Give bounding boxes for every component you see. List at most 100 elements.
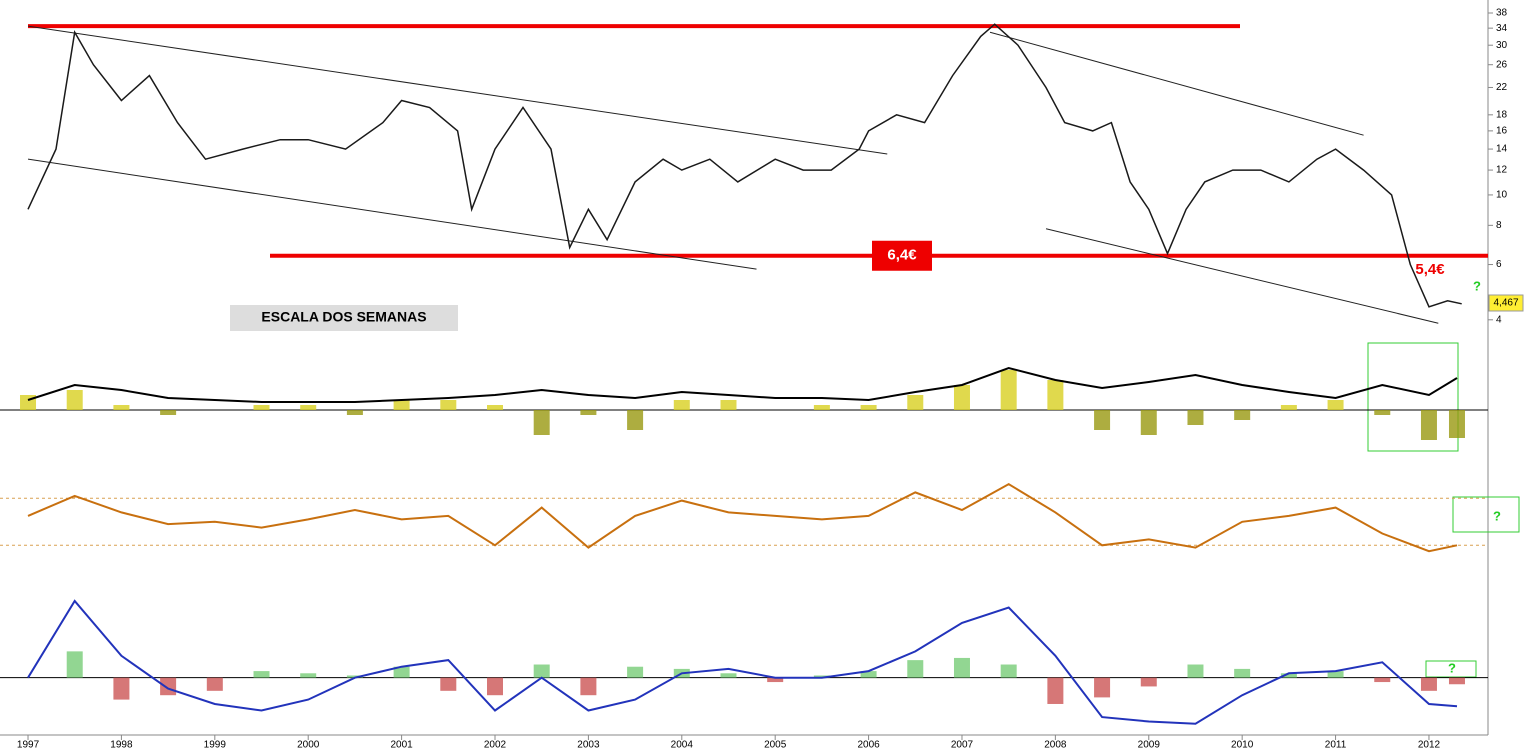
x-tick-label: 2001 (390, 740, 413, 751)
question: ? (1493, 508, 1501, 523)
level-label-box (872, 240, 932, 271)
histogram-bar (1420, 677, 1437, 691)
histogram-bar (907, 660, 924, 678)
x-tick-label: 2008 (1044, 740, 1067, 751)
histogram-bar (1047, 380, 1064, 410)
histogram-bar (206, 677, 223, 691)
histogram-bar (1374, 410, 1391, 415)
trend-line (27, 25, 888, 155)
histogram-bar (813, 675, 830, 678)
histogram-bar (580, 677, 597, 696)
histogram-bar (1187, 664, 1204, 678)
y-tick-label: 34 (1496, 23, 1508, 34)
histogram-bar (113, 405, 130, 410)
last-price-box (1488, 294, 1524, 312)
histogram-bar (300, 405, 317, 410)
y-tick-label: 38 (1496, 8, 1508, 19)
histogram-bar (673, 400, 690, 410)
histogram-bar (160, 677, 177, 696)
trend-line (989, 31, 1364, 136)
histogram-bar (907, 395, 924, 410)
level-label: 6,4€ (887, 247, 917, 264)
highlight-box (1452, 496, 1520, 533)
histogram-bar (1094, 410, 1111, 430)
histogram-bar (253, 671, 270, 678)
histogram-bar (1327, 671, 1344, 678)
histogram-bar (66, 390, 83, 410)
histogram-bar (1140, 410, 1157, 435)
series-line (27, 599, 1458, 725)
histogram-bar (1000, 370, 1017, 410)
histogram-bar (860, 671, 877, 678)
histogram-bar (253, 405, 270, 410)
histogram-bar (1327, 400, 1344, 410)
histogram-bar (720, 673, 737, 678)
x-tick-label: 1997 (17, 740, 40, 751)
histogram-bar (1047, 677, 1064, 704)
histogram-bar (1280, 405, 1297, 410)
histogram-bar (300, 673, 317, 678)
y-tick-label: 18 (1496, 109, 1508, 120)
y-tick-label: 8 (1496, 220, 1502, 231)
histogram-bar (1280, 673, 1297, 678)
histogram-bar (113, 677, 130, 700)
y-tick-label: 14 (1496, 144, 1508, 155)
histogram-bar (953, 385, 970, 410)
trend-line (1045, 228, 1439, 324)
question: ? (1448, 660, 1456, 675)
x-tick-label: 2005 (764, 740, 787, 751)
series-line (27, 366, 1458, 403)
histogram-bar (346, 410, 363, 415)
y-tick-label: 4 (1496, 314, 1502, 325)
histogram-bar (487, 677, 503, 696)
histogram-bar (1448, 677, 1465, 685)
scale-label: ESCALA DOS SEMANAS (261, 309, 426, 325)
histogram-bar (160, 410, 177, 415)
y-tick-label: 16 (1496, 126, 1508, 137)
histogram-bar (1000, 664, 1017, 678)
histogram-bar (440, 677, 457, 691)
histogram-bar (860, 405, 877, 410)
x-tick-label: 2006 (857, 740, 880, 751)
x-tick-label: 2004 (671, 740, 694, 751)
histogram-bar (66, 651, 83, 678)
x-tick-label: 2003 (577, 740, 600, 751)
x-tick-label: 2012 (1418, 740, 1441, 751)
histogram-bar (393, 400, 410, 410)
histogram-bar (1374, 677, 1391, 683)
histogram-bar (1420, 410, 1437, 440)
x-tick-label: 2002 (484, 740, 507, 751)
highlight-box (1425, 660, 1477, 678)
question: ? (1473, 278, 1481, 293)
histogram-bar (1140, 677, 1157, 687)
histogram-bar (393, 666, 410, 678)
histogram-bar (627, 666, 644, 678)
histogram-bar (813, 405, 830, 410)
y-tick-label: 30 (1496, 40, 1508, 51)
histogram-bar (346, 675, 363, 678)
x-tick-label: 2000 (297, 740, 320, 751)
highlight-box (1367, 342, 1459, 452)
x-tick-label: 1998 (110, 740, 133, 751)
histogram-bar (1094, 677, 1111, 698)
histogram-bar (533, 410, 550, 435)
histogram-bar (953, 657, 970, 678)
x-tick-label: 2011 (1325, 740, 1347, 751)
y-tick-label: 6 (1496, 259, 1502, 270)
histogram-bar (487, 405, 503, 410)
y-tick-label: 22 (1496, 82, 1508, 93)
label-box (230, 305, 458, 331)
x-tick-label: 2007 (951, 740, 974, 751)
histogram-bar (1187, 410, 1204, 425)
histogram-bar (1234, 668, 1251, 678)
x-tick-label: 2009 (1138, 740, 1161, 751)
histogram-bar (1448, 410, 1465, 438)
histogram-bar (580, 410, 597, 415)
y-tick-label: 26 (1496, 59, 1508, 70)
series-line (27, 23, 1462, 308)
series-line (27, 482, 1458, 553)
histogram-bar (767, 677, 784, 683)
x-tick-label: 2010 (1231, 740, 1254, 751)
